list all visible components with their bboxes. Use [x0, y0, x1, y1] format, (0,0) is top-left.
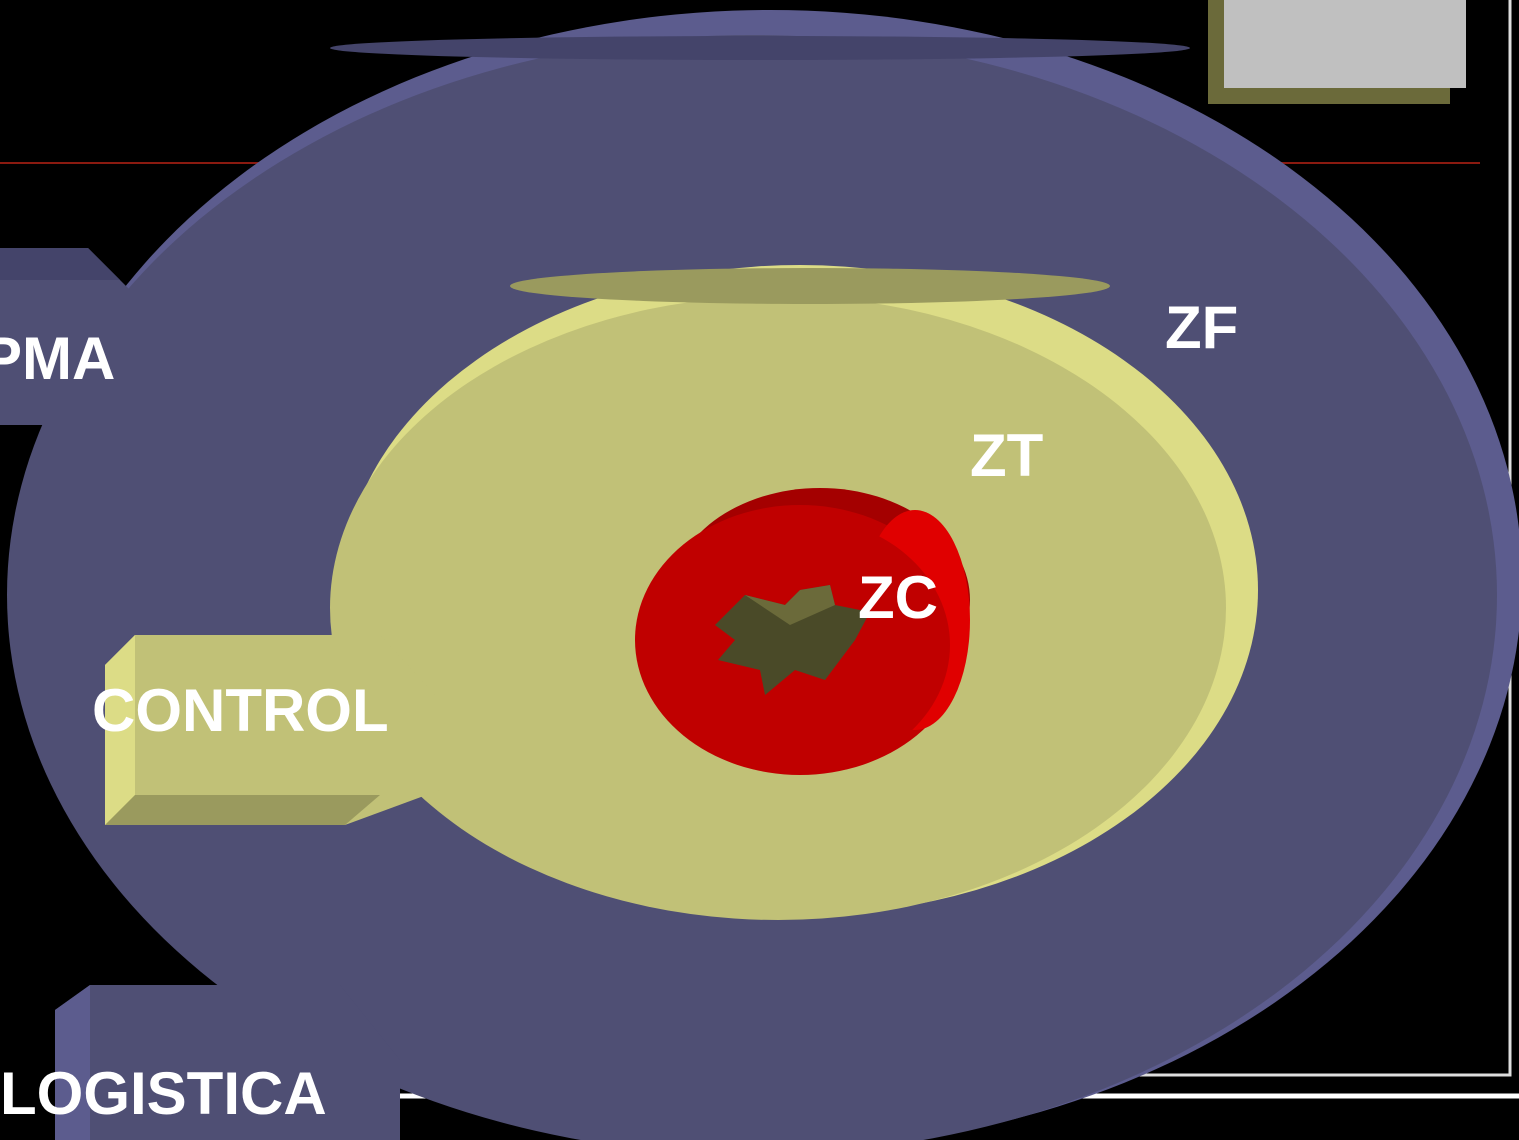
box-label: LOGISTICA: [0, 1060, 327, 1127]
zone-label: ZC: [858, 564, 938, 631]
zf-top-rim: [330, 36, 1190, 60]
zone-label: ZF: [1165, 294, 1238, 361]
zone-label: ZT: [970, 422, 1043, 489]
zt-top-rim: [510, 268, 1110, 304]
diagram: ZF ZT ZC PMA CONTROL LOGISTICA: [0, 0, 1519, 1140]
box-label: CONTROL: [92, 677, 389, 744]
corner-box: [1224, 0, 1466, 88]
page: ZF ZT ZC PMA CONTROL LOGISTICA (() => { …: [0, 0, 1519, 1140]
box-label: PMA: [0, 325, 115, 392]
control-box-bottom: [105, 795, 380, 825]
